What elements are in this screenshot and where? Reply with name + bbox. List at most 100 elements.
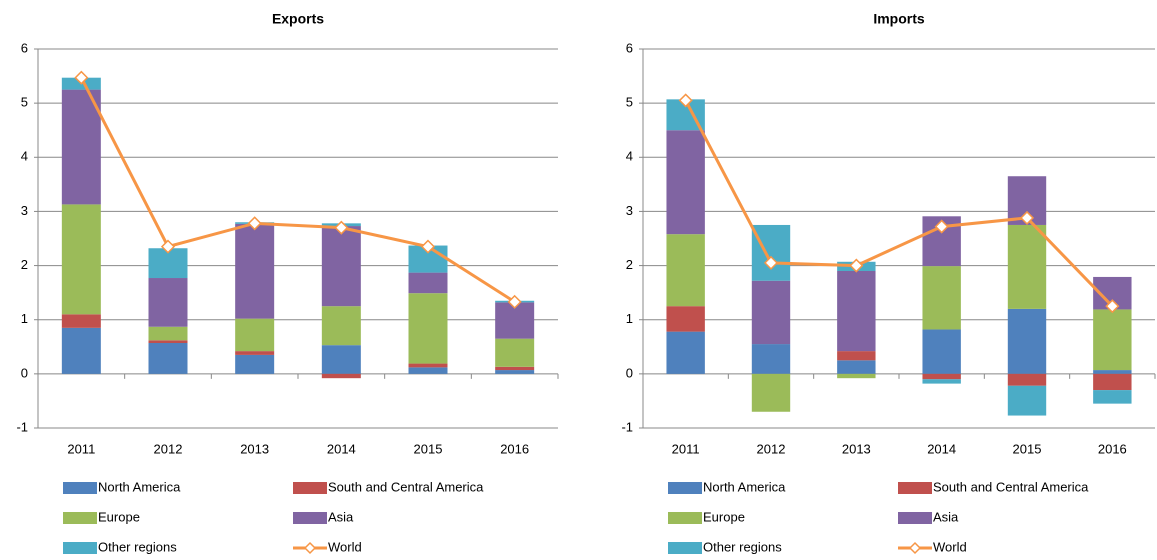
legend-label: South and Central America <box>933 479 1089 494</box>
legend-swatch <box>63 542 97 554</box>
legend-swatch <box>668 482 702 494</box>
bar <box>837 360 876 374</box>
legend-swatch <box>908 541 922 555</box>
legend-label: Other regions <box>703 539 782 554</box>
marker <box>334 220 349 235</box>
marker <box>74 70 89 85</box>
legend-label: Europe <box>98 509 140 524</box>
bar <box>922 266 961 330</box>
x-tick-label: 2011 <box>672 441 700 456</box>
bar <box>495 370 535 374</box>
bar <box>1093 370 1132 374</box>
legend-label: Europe <box>703 509 745 524</box>
bar <box>666 130 705 235</box>
x-tick-label: 2015 <box>1013 441 1042 456</box>
bar <box>922 373 961 380</box>
bar <box>666 234 705 307</box>
bar <box>1007 224 1047 309</box>
legend-swatch <box>898 512 932 524</box>
legend-swatch <box>63 482 97 494</box>
bar <box>666 306 705 332</box>
marker <box>849 258 864 273</box>
bar <box>922 379 961 384</box>
bar <box>1093 309 1132 371</box>
legend-swatch <box>668 512 702 524</box>
marker <box>678 93 693 108</box>
bar <box>408 363 448 368</box>
bar <box>408 293 448 364</box>
legend-label: Other regions <box>98 539 177 554</box>
bar <box>61 204 101 315</box>
y-tick-label: 4 <box>21 149 28 164</box>
legend-swatch <box>293 482 327 494</box>
y-tick-label: 1 <box>21 311 28 326</box>
bar <box>321 226 361 307</box>
line <box>79 77 516 304</box>
x-tick-label: 2011 <box>67 441 95 456</box>
bar <box>1093 373 1132 391</box>
line <box>684 99 1114 308</box>
bar <box>235 354 275 374</box>
bar <box>321 306 361 346</box>
y-tick-label: 5 <box>21 95 28 110</box>
bar <box>408 367 448 374</box>
bar <box>235 351 275 355</box>
legend-swatch <box>293 512 327 524</box>
bar <box>837 373 876 379</box>
legend-label: World <box>933 539 967 554</box>
marker <box>420 239 436 254</box>
chart-title: Imports <box>873 11 925 27</box>
legend-label: South and Central America <box>328 479 484 494</box>
legend-swatch <box>668 542 702 554</box>
y-tick-label: 6 <box>21 40 28 55</box>
bar <box>922 329 961 374</box>
marker <box>1105 299 1120 314</box>
chart-title: Exports <box>272 11 324 27</box>
bar <box>148 326 188 341</box>
x-tick-label: 2016 <box>1098 441 1127 456</box>
x-tick-label: 2013 <box>240 441 269 456</box>
y-tick-label: 3 <box>626 203 633 218</box>
bar <box>495 338 535 367</box>
legend-label: North America <box>703 479 786 494</box>
bar <box>666 331 705 374</box>
y-tick-label: -1 <box>621 419 633 434</box>
x-tick-label: 2013 <box>842 441 871 456</box>
bar <box>148 342 188 374</box>
marker <box>1019 210 1035 225</box>
bar <box>408 272 448 294</box>
y-tick-label: 2 <box>21 257 28 272</box>
legend-swatch <box>63 512 97 524</box>
bar <box>235 223 275 319</box>
bar <box>321 345 361 374</box>
marker <box>160 239 176 254</box>
bar <box>61 314 101 328</box>
legend-swatch <box>898 482 932 494</box>
x-tick-label: 2014 <box>927 441 956 456</box>
legend-swatch <box>303 541 317 555</box>
legend-label: Asia <box>328 509 354 524</box>
bar <box>1007 385 1047 416</box>
bar <box>751 224 791 281</box>
bar <box>235 318 275 352</box>
bar <box>148 340 188 343</box>
marker <box>763 255 779 270</box>
bar <box>61 327 101 374</box>
bar <box>321 373 361 379</box>
x-tick-label: 2012 <box>757 441 786 456</box>
legend-label: World <box>328 539 362 554</box>
marker <box>507 294 522 309</box>
y-tick-label: 6 <box>626 40 633 55</box>
marker <box>934 219 949 234</box>
bar <box>1007 373 1047 386</box>
x-tick-label: 2015 <box>414 441 443 456</box>
y-tick-label: 4 <box>626 149 633 164</box>
bar <box>837 351 876 361</box>
bar <box>837 270 876 352</box>
y-tick-label: 0 <box>21 365 28 380</box>
y-tick-label: 2 <box>626 257 633 272</box>
bar <box>1007 308 1047 374</box>
y-tick-label: 1 <box>626 311 633 326</box>
marker <box>247 216 262 231</box>
